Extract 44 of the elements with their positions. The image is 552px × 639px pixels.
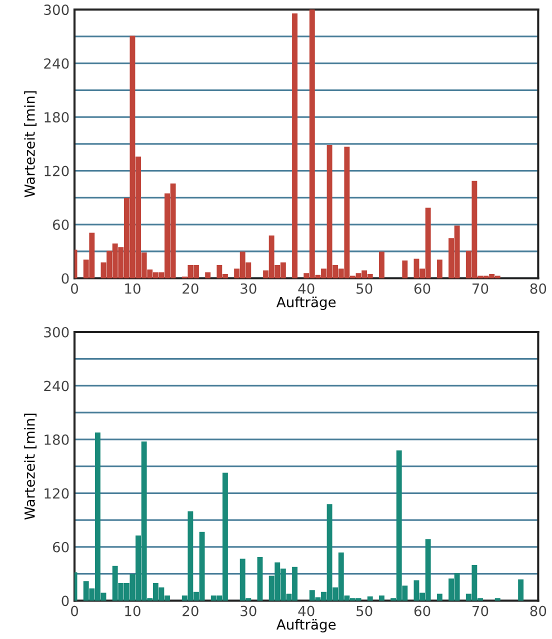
- x-tick-label: 60: [414, 606, 430, 616]
- x-tick-label: 30: [240, 283, 256, 294]
- bar: [402, 260, 408, 278]
- x-tick-label: 20: [182, 283, 198, 294]
- y-tick-label: 120: [44, 166, 69, 176]
- x-axis-title: Aufträge: [276, 618, 336, 632]
- y-axis-title: Wartezeit [min]: [24, 91, 37, 198]
- y-axis-title: Wartezeit [min]: [24, 414, 37, 520]
- x-axis-title: Aufträge: [276, 296, 336, 310]
- x-tick-label: 30: [240, 606, 256, 616]
- x-tick-label: 70: [472, 283, 488, 294]
- x-tick-label: 40: [298, 606, 314, 616]
- x-tick-label: 40: [298, 283, 314, 294]
- x-tick-label: 0: [71, 283, 78, 294]
- x-tick-label: 60: [414, 283, 430, 294]
- bar: [292, 13, 298, 278]
- x-tick-label: 20: [182, 606, 198, 616]
- y-tick-label: 180: [44, 112, 69, 123]
- y-tick-label: 240: [44, 380, 69, 392]
- y-tick-label: 300: [44, 326, 69, 338]
- x-tick-label: 10: [125, 606, 140, 616]
- bar: [257, 556, 263, 601]
- bar: [436, 260, 442, 278]
- x-tick-label: 10: [125, 283, 140, 294]
- x-tick-label: 50: [356, 283, 372, 294]
- x-tick-label: 50: [356, 606, 372, 616]
- bar: [378, 595, 384, 601]
- bar: [205, 272, 211, 278]
- bar: [367, 596, 373, 601]
- y-tick-label: 180: [44, 434, 69, 445]
- y-tick-label: 300: [44, 4, 69, 16]
- bar: [518, 579, 524, 601]
- x-tick-label: 80: [530, 606, 546, 616]
- bar: [378, 252, 384, 278]
- x-tick-label: 0: [71, 606, 78, 616]
- x-tick-label: 80: [530, 283, 546, 294]
- y-tick-label: 60: [52, 219, 69, 230]
- x-tick-label: 70: [472, 606, 488, 616]
- y-tick-label: 0: [62, 596, 69, 606]
- y-tick-label: 60: [52, 542, 69, 552]
- y-tick-label: 240: [44, 58, 69, 69]
- y-tick-label: 0: [62, 273, 69, 284]
- bar: [436, 594, 442, 601]
- y-tick-label: 120: [44, 488, 69, 499]
